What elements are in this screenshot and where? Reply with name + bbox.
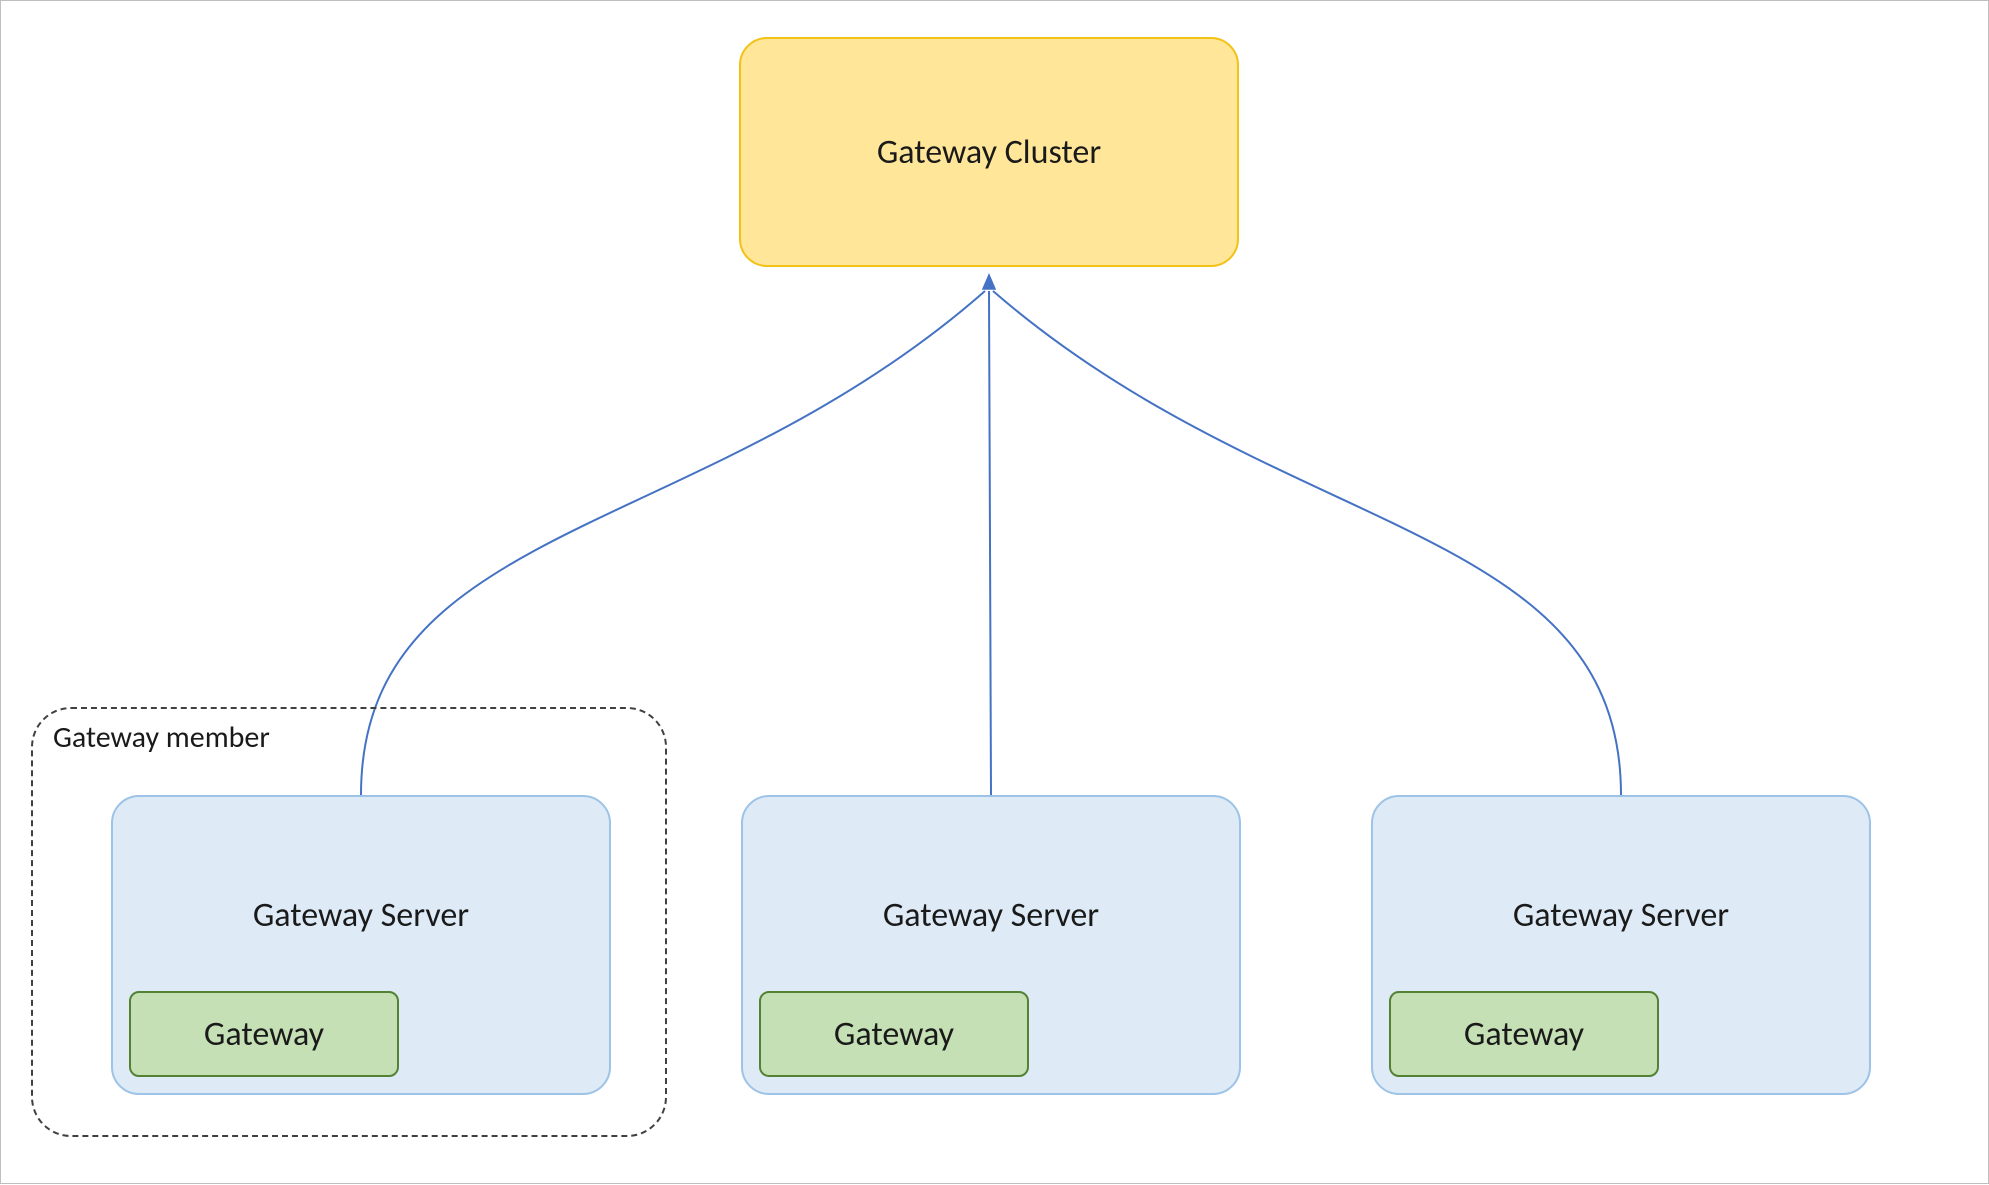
gateway-badge: Gateway [129,991,399,1077]
gateway-server-label: Gateway Server [253,895,469,936]
gateway-server-label: Gateway Server [1513,895,1729,936]
gateway-member-group-label: Gateway member [53,719,270,756]
gateway-badge: Gateway [1389,991,1659,1077]
gateway-badge-label: Gateway [1464,1014,1584,1055]
gateway-badge: Gateway [759,991,1029,1077]
gateway-badge-label: Gateway [834,1014,954,1055]
gateway-cluster-label: Gateway Cluster [877,132,1101,173]
diagram-canvas: Gateway Cluster Gateway member Gateway S… [0,0,1989,1184]
gateway-cluster-node: Gateway Cluster [739,37,1239,267]
gateway-badge-label: Gateway [204,1014,324,1055]
gateway-server-label: Gateway Server [883,895,1099,936]
